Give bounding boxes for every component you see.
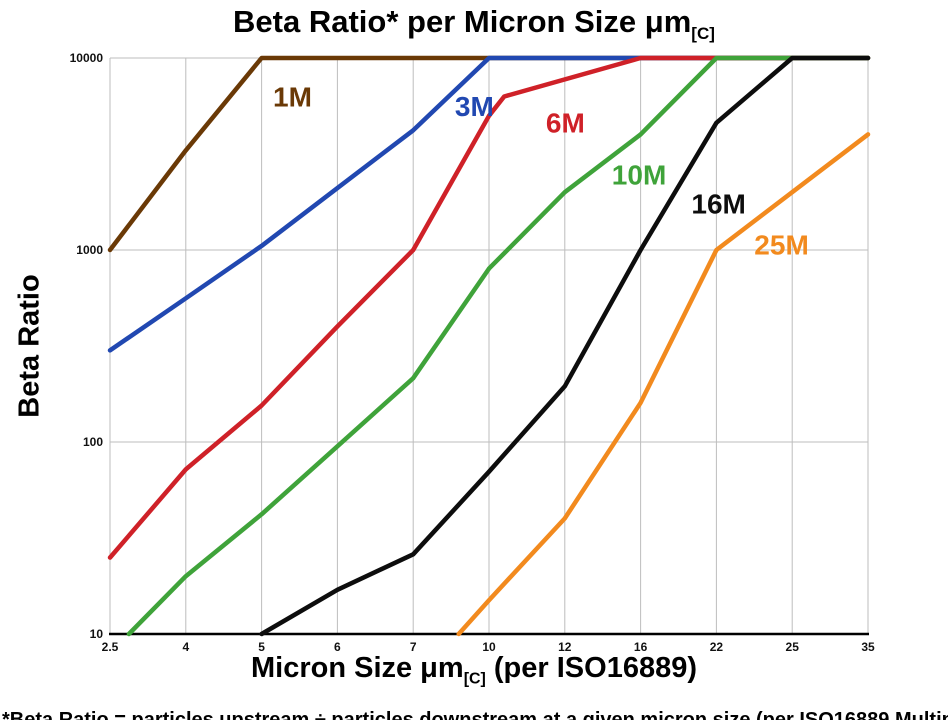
x-tick-label: 35 bbox=[861, 640, 875, 654]
chart-title: Beta Ratio* per Micron Size μm[C] bbox=[0, 4, 948, 44]
y-tick-label: 1000 bbox=[76, 243, 103, 257]
x-axis-title: Micron Size μm[C] (per ISO16889) bbox=[0, 652, 948, 688]
x-tick-label: 22 bbox=[710, 640, 724, 654]
chart-title-text: Beta Ratio* per Micron Size μm bbox=[233, 4, 692, 39]
chart-title-subscript: [C] bbox=[691, 23, 715, 43]
series-line-25M bbox=[456, 132, 871, 637]
y-tick-label: 10 bbox=[90, 627, 104, 641]
x-tick-label: 6 bbox=[334, 640, 341, 654]
series-label-25M: 25M bbox=[754, 229, 808, 260]
y-tick-label: 100 bbox=[83, 435, 103, 449]
x-axis-title-subscript: [C] bbox=[463, 670, 486, 688]
series-label-16M: 16M bbox=[691, 189, 745, 220]
x-tick-label: 25 bbox=[786, 640, 800, 654]
series-line-3M bbox=[107, 55, 871, 353]
y-tick-label: 10000 bbox=[70, 51, 104, 65]
series-label-3M: 3M bbox=[455, 91, 494, 122]
x-tick-label: 7 bbox=[410, 640, 417, 654]
series-label-10M: 10M bbox=[612, 159, 666, 190]
series-line-16M bbox=[259, 55, 871, 637]
series-label-6M: 6M bbox=[546, 107, 585, 138]
x-axis-title-text: Micron Size μm bbox=[250, 652, 464, 684]
x-tick-label: 16 bbox=[634, 640, 648, 654]
x-tick-label: 5 bbox=[258, 640, 265, 654]
x-tick-label: 2.5 bbox=[102, 640, 119, 654]
series-label-1M: 1M bbox=[273, 81, 312, 112]
series-line-6M bbox=[107, 55, 871, 560]
x-tick-label: 4 bbox=[182, 640, 189, 654]
x-axis-title-suffix: (per ISO16889) bbox=[485, 652, 697, 684]
footnote-clipped: *Beta Ratio = particles upstream ÷ parti… bbox=[2, 709, 948, 720]
x-tick-label: 10 bbox=[482, 640, 496, 654]
series-line-10M bbox=[126, 55, 871, 637]
y-axis-title: Beta Ratio bbox=[13, 274, 46, 418]
x-tick-label: 12 bbox=[558, 640, 572, 654]
